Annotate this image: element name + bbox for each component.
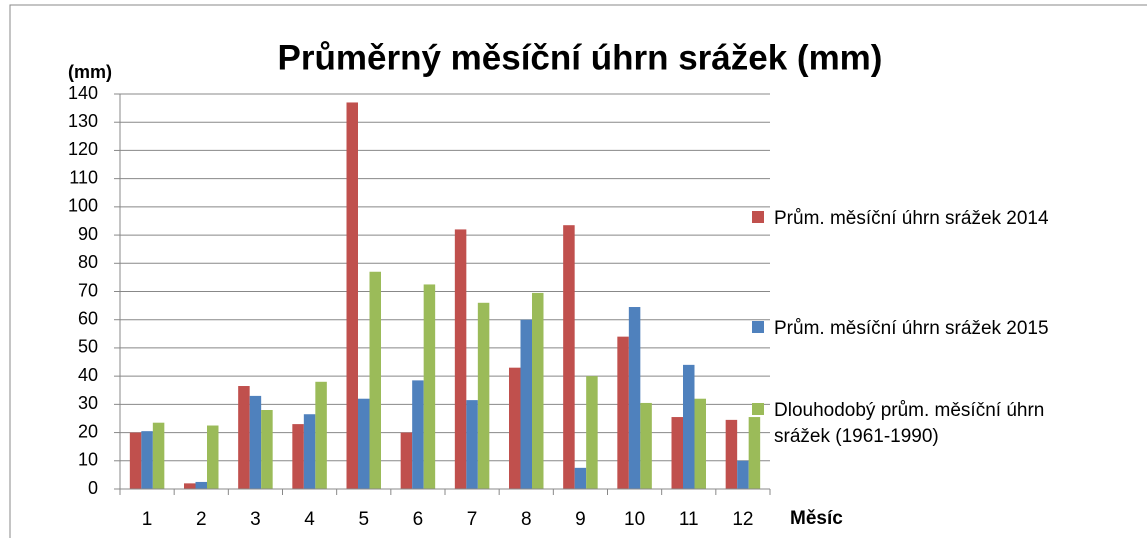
bar [454, 229, 467, 489]
bar [748, 417, 761, 489]
bar [195, 481, 207, 489]
y-tick-label: 30 [78, 393, 98, 413]
chart-title: Průměrný měsíční úhrn srážek (mm) [278, 38, 883, 77]
bar [617, 336, 629, 489]
bar [412, 380, 424, 489]
y-tick-label: 90 [78, 224, 98, 244]
legend-item: Prům. měsíční úhrn srážek 2014 [752, 206, 1134, 232]
bar [184, 483, 196, 489]
bar [207, 425, 219, 489]
y-tick-label: 50 [78, 337, 98, 357]
y-tick-label: 0 [88, 478, 98, 498]
y-axis-label: (mm) [68, 62, 112, 82]
bar [249, 395, 262, 489]
bar [532, 292, 544, 489]
bar [261, 410, 273, 489]
x-tick-label: 1 [142, 509, 153, 530]
x-tick-label: 11 [679, 509, 699, 530]
chart-border [9, 4, 1147, 538]
x-tick-label: 5 [358, 509, 369, 530]
x-axis-label: Měsíc [790, 508, 843, 529]
y-tick-label: 80 [78, 252, 98, 272]
bar [586, 376, 598, 489]
bar [737, 460, 749, 489]
x-tick-label: 7 [467, 509, 478, 530]
bar [628, 307, 641, 489]
bar [292, 424, 304, 489]
y-tick-label: 120 [68, 139, 98, 159]
legend-swatch [752, 211, 764, 223]
legend-item: Dlouhodobý prům. měsíční úhrn srážek (19… [752, 398, 1064, 450]
bar [640, 402, 652, 489]
y-tick-label: 10 [78, 450, 98, 470]
bar [725, 419, 738, 489]
bar [315, 381, 327, 489]
bar [238, 386, 250, 489]
bar [423, 284, 436, 489]
x-tick-label: 9 [575, 509, 586, 530]
y-tick-label: 110 [69, 167, 98, 187]
bar [369, 271, 381, 489]
y-tick-label: 60 [78, 308, 98, 328]
bar [574, 467, 587, 489]
legend-swatch [752, 321, 764, 333]
bar [563, 225, 575, 490]
bar [303, 414, 316, 489]
legend-label: Prům. měsíční úhrn srážek 2014 [774, 208, 1049, 229]
y-tick-label: 140 [68, 83, 98, 103]
bar [477, 302, 490, 489]
y-tick-label: 20 [78, 421, 98, 441]
bar [694, 398, 706, 489]
x-tick-label: 12 [732, 509, 753, 530]
bar [683, 364, 695, 489]
bar [346, 102, 358, 489]
y-tick-label: 70 [78, 280, 98, 300]
x-tick-label: 6 [413, 509, 424, 530]
legend-label: Prům. měsíční úhrn srážek 2015 [774, 318, 1049, 339]
y-tick-label: 130 [68, 111, 98, 131]
x-tick-label: 8 [521, 509, 532, 530]
x-tick-label: 3 [250, 509, 261, 530]
bar [358, 398, 370, 489]
bar [152, 422, 165, 489]
y-tick-label: 40 [78, 365, 98, 385]
x-tick-label: 2 [196, 509, 207, 530]
bar [671, 417, 683, 489]
x-tick-label: 10 [624, 509, 645, 530]
bar [141, 431, 153, 489]
x-tick-label: 4 [304, 509, 315, 530]
legend-label: Dlouhodobý prům. měsíční úhrn srážek (19… [774, 400, 1045, 447]
legend-swatch [752, 403, 764, 415]
bar [466, 400, 478, 489]
y-tick-label: 100 [68, 196, 98, 216]
bar [520, 319, 532, 489]
legend-item: Prům. měsíční úhrn srážek 2015 [752, 316, 1134, 342]
bar [509, 367, 521, 489]
bar [400, 432, 413, 489]
bar [129, 432, 142, 489]
